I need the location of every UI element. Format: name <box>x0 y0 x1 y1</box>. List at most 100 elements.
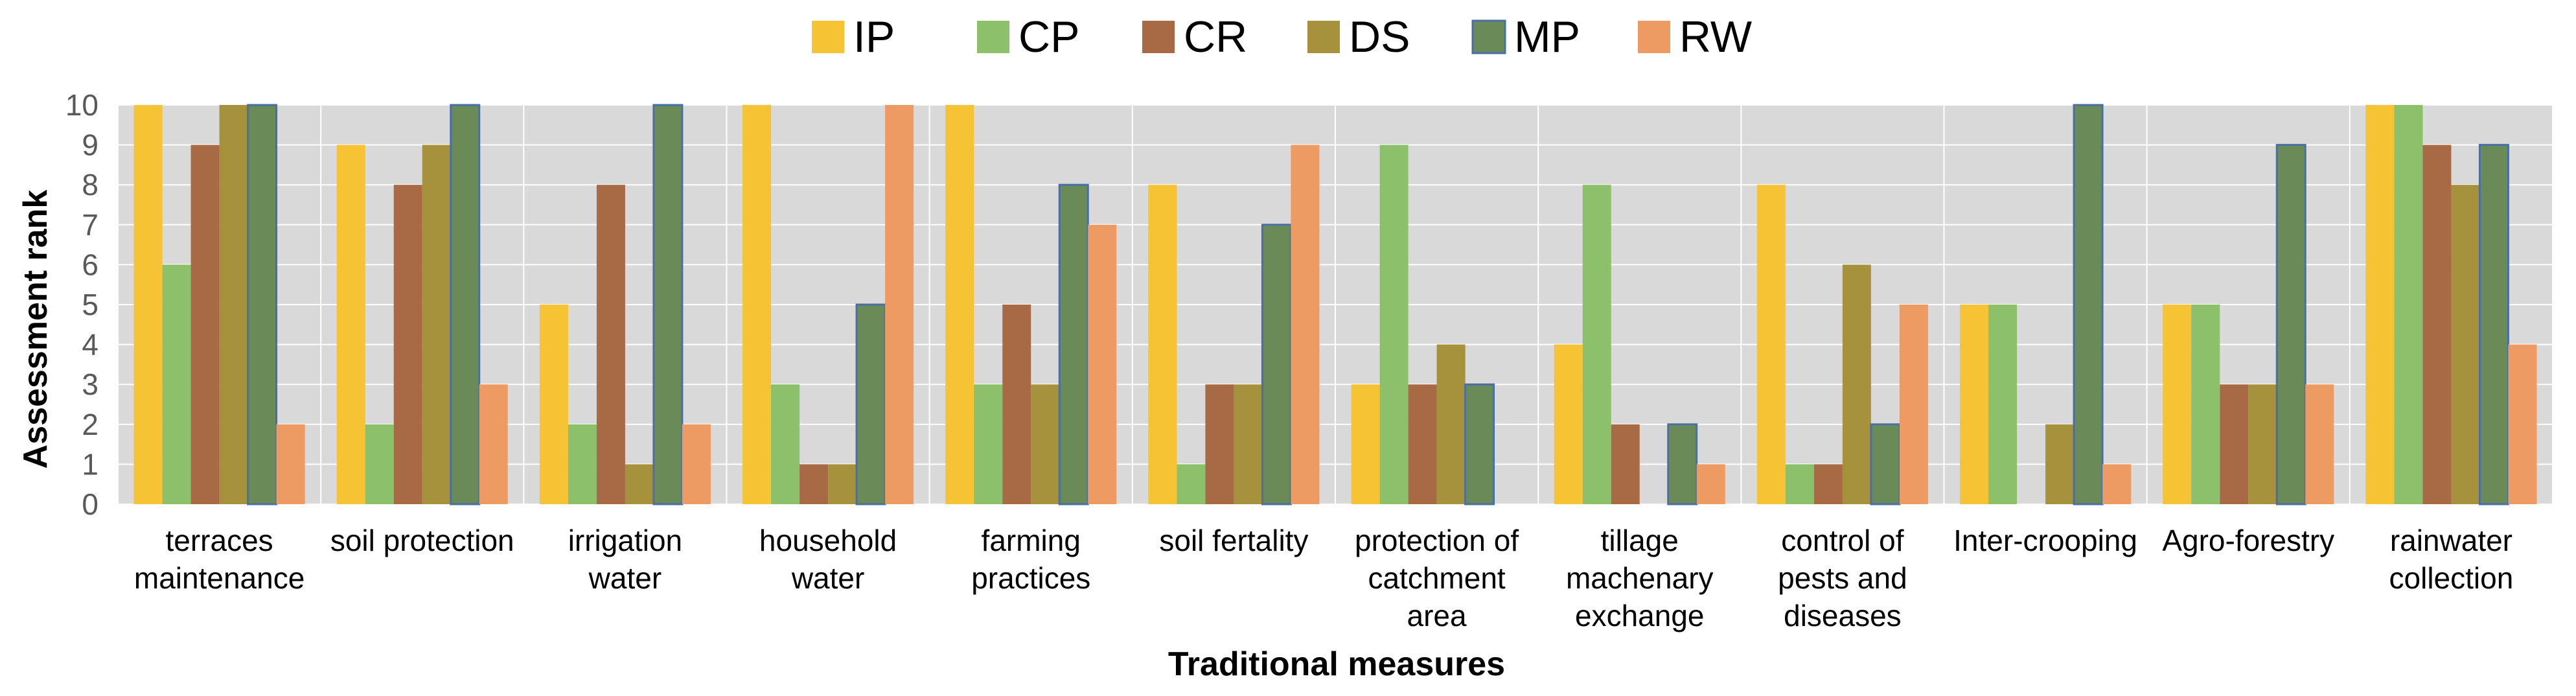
y-tick-label: 9 <box>82 128 98 162</box>
legend-swatch-cr <box>1142 21 1175 53</box>
bar-cr <box>2220 384 2249 504</box>
x-axis-title: Traditional measures <box>1168 645 1505 683</box>
bar-ds <box>219 105 248 504</box>
x-tick-label: terraces maintenance <box>134 524 305 595</box>
bar-mp <box>1667 423 1698 505</box>
bar-mp <box>1464 383 1495 505</box>
bar-mp <box>1058 183 1089 505</box>
bar-rw <box>1291 145 1320 505</box>
bar-mp <box>1870 423 1901 505</box>
bar-cp <box>974 384 1003 504</box>
y-tick-label: 8 <box>82 168 98 202</box>
bar-ds <box>1842 264 1871 504</box>
y-tick-label: 10 <box>65 88 98 122</box>
bar-mp <box>652 104 684 505</box>
bar-mp <box>1261 224 1292 505</box>
bar-ds <box>1234 384 1263 504</box>
y-tick-label: 3 <box>82 367 98 401</box>
bar-cp <box>1379 145 1409 505</box>
bar-rw <box>682 424 711 504</box>
bar-cp <box>1988 305 2018 504</box>
bar-ds <box>625 464 654 504</box>
bar-ip <box>336 145 365 505</box>
bar-cp <box>2394 105 2423 504</box>
legend-swatch-rw <box>1638 21 1670 53</box>
legend-label-mp: MP <box>1514 12 1580 62</box>
bar-rw <box>2508 344 2537 504</box>
bar-rw <box>1088 224 1117 504</box>
legend-swatch-mp <box>1471 19 1506 54</box>
bar-mp <box>450 104 481 505</box>
bar-ds <box>828 464 857 504</box>
legend-swatch-ip <box>812 21 844 53</box>
legend-swatch-cp <box>977 21 1009 53</box>
x-tick-label: Agro-forestry <box>2162 524 2334 557</box>
y-tick-label: 1 <box>82 447 98 481</box>
y-tick-label: 6 <box>82 248 98 281</box>
bar-cr <box>1408 384 1437 504</box>
legend-label-ip: IP <box>853 12 895 62</box>
bar-rw <box>1696 464 1725 504</box>
legend-swatch-ds <box>1307 21 1340 53</box>
bar-cr <box>1002 305 1031 504</box>
bar-mp <box>855 303 886 505</box>
legend-label-cr: CR <box>1184 12 1247 62</box>
bar-ds <box>1436 344 1466 504</box>
bar-cp <box>162 264 191 504</box>
bar-rw <box>2102 464 2132 504</box>
legend-label-ds: DS <box>1349 12 1410 62</box>
bar-cr <box>596 185 625 504</box>
x-tick-label: protection of catchment area <box>1355 524 1519 632</box>
bar-ip <box>945 105 974 504</box>
bar-cr <box>1611 424 1640 504</box>
y-tick-label: 5 <box>82 288 98 321</box>
bar-rw <box>2305 384 2334 504</box>
bar-cp <box>2191 305 2220 504</box>
x-tick-label: irrigation water <box>568 524 682 595</box>
x-tick-label: control of pests and diseases <box>1778 524 1907 632</box>
bar-ip <box>133 105 163 504</box>
x-tick-label: household water <box>759 524 897 595</box>
bar-cp <box>771 384 800 504</box>
bar-ds <box>2451 185 2480 504</box>
bar-ip <box>1756 185 1786 504</box>
bar-ip <box>2365 105 2395 504</box>
y-tick-label: 0 <box>82 487 98 521</box>
y-axis-title: Assessment rank <box>17 190 54 469</box>
bar-mp <box>2478 144 2509 505</box>
bar-ds <box>1031 384 1060 504</box>
bar-ip <box>1148 185 1177 504</box>
bar-cr <box>1205 384 1234 504</box>
x-tick-label: farming practices <box>971 524 1090 595</box>
bar-ip <box>742 105 772 504</box>
bar-cp <box>568 424 597 504</box>
bar-ip <box>539 305 568 504</box>
bar-ds <box>2248 384 2277 504</box>
bar-ip <box>1554 344 1583 504</box>
x-tick-label: rainwater collection <box>2389 524 2514 595</box>
bar-rw <box>885 105 914 504</box>
bar-cp <box>1785 464 1814 504</box>
bar-cp <box>365 424 394 504</box>
bar-mp <box>247 104 278 505</box>
x-tick-label: soil protection <box>330 524 514 557</box>
bar-ip <box>2163 305 2192 504</box>
bar-mp <box>2073 104 2104 505</box>
bar-cr <box>1813 464 1843 504</box>
x-tick-label: tillage machenary exchange <box>1566 524 1714 632</box>
x-tick-label: Inter-crooping <box>1953 524 2137 557</box>
bar-cp <box>1582 185 1611 504</box>
bar-cr <box>393 185 422 504</box>
y-tick-label: 2 <box>82 408 98 441</box>
bar-mp <box>2275 144 2306 505</box>
bar-rw <box>276 424 305 504</box>
legend-label-cp: CP <box>1018 12 1079 62</box>
bar-cr <box>190 145 220 505</box>
bar-rw <box>1899 305 1928 504</box>
bar-ds <box>2045 424 2075 504</box>
bar-cp <box>1177 464 1206 504</box>
bar-rw <box>479 384 508 504</box>
bar-ip <box>1960 305 1989 504</box>
